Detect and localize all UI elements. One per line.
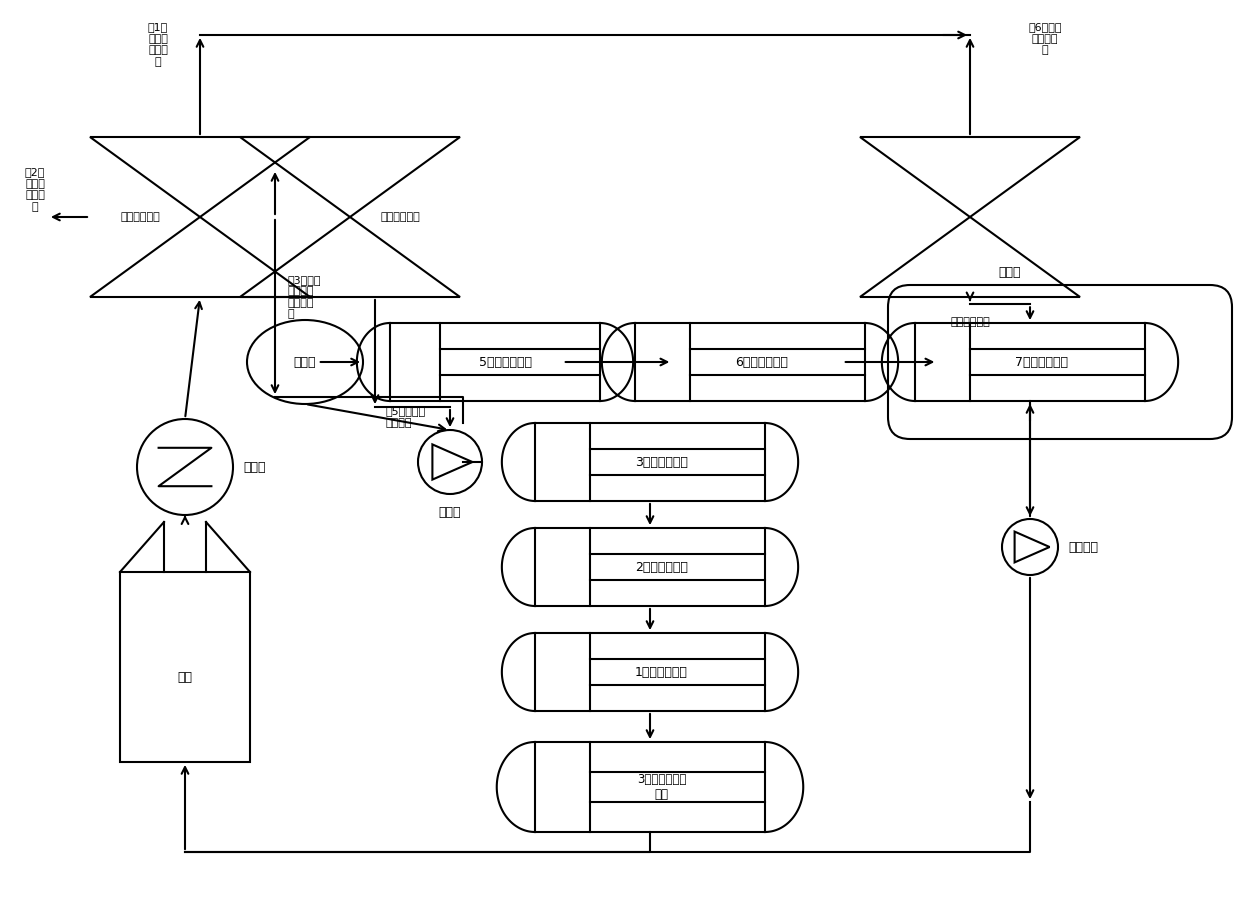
Text: 凝结水泵: 凝结水泵 [1068, 541, 1097, 553]
Text: 7号低压加热器: 7号低压加热器 [1016, 355, 1068, 369]
Text: 去1号
高压加
热器用
汽: 去1号 高压加 热器用 汽 [148, 22, 169, 66]
Text: 汽轮机高压缸: 汽轮机高压缸 [120, 212, 160, 222]
Text: 3号高压加热器: 3号高压加热器 [635, 456, 688, 468]
Text: 2号高压加热器: 2号高压加热器 [635, 561, 688, 573]
Text: 凝汽器: 凝汽器 [998, 266, 1022, 279]
Text: 汽轮机中压缸: 汽轮机中压缸 [381, 212, 420, 222]
Text: 去6号低压
加热器用
汽: 去6号低压 加热器用 汽 [1028, 22, 1061, 56]
Text: 6号低压加热器: 6号低压加热器 [735, 355, 787, 369]
Text: 汽轮机低压缸: 汽轮机低压缸 [950, 317, 990, 327]
Text: 去5号低压加
热器用汽: 去5号低压加 热器用汽 [384, 406, 425, 428]
Text: 5号低压加热器: 5号低压加热器 [479, 355, 532, 369]
Text: 去3号高压
外置蒸汽
加热器用
汽: 去3号高压 外置蒸汽 加热器用 汽 [286, 274, 320, 319]
Bar [120, 572, 250, 762]
Text: 去2号
高压加
热器用
汽: 去2号 高压加 热器用 汽 [25, 167, 45, 212]
Text: 给水泵: 给水泵 [439, 506, 461, 519]
Text: 除氧器: 除氧器 [294, 355, 316, 369]
Text: 1号高压加热器: 1号高压加热器 [635, 666, 688, 678]
Text: 过热器: 过热器 [243, 460, 265, 474]
Text: 锅炉: 锅炉 [177, 670, 192, 684]
Text: 3号高压外置加
热器: 3号高压外置加 热器 [637, 773, 686, 801]
